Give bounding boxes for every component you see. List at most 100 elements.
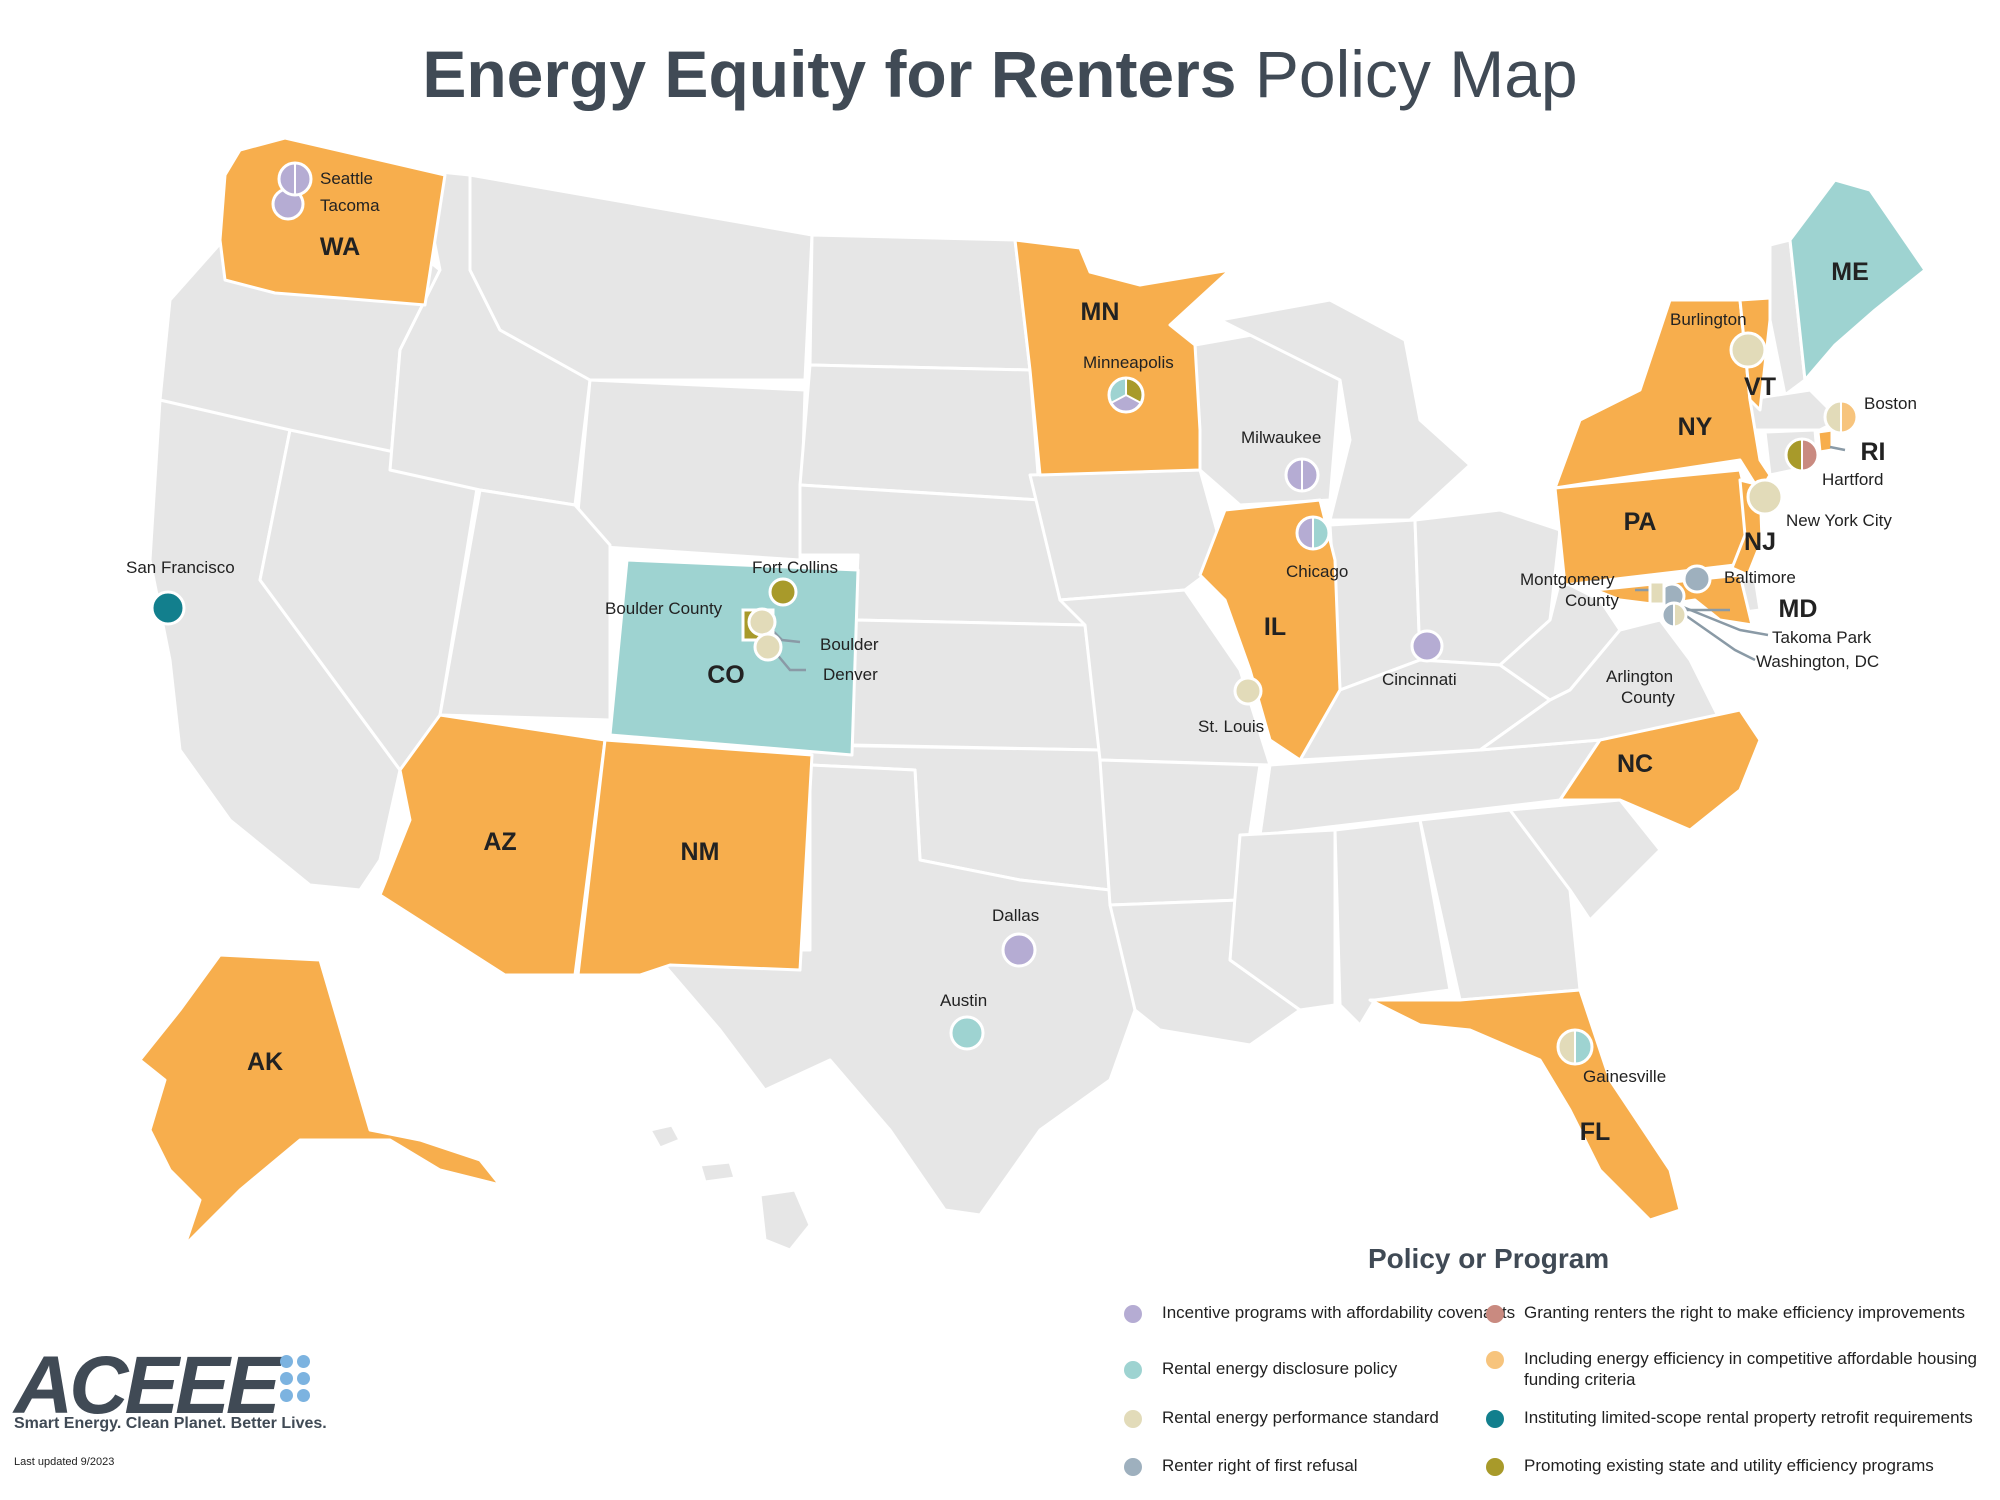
label-boulder: Boulder — [820, 635, 879, 654]
leader-ri — [1829, 445, 1846, 452]
legend-item: Rental energy performance standard — [1124, 1407, 1522, 1428]
label-boston: Boston — [1864, 394, 1917, 413]
marker-fort-collins — [768, 577, 798, 607]
state-me — [1788, 178, 1927, 382]
label-arlington-2: County — [1621, 688, 1675, 707]
label-md: MD — [1779, 595, 1818, 623]
label-minneapolis: Minneapolis — [1083, 353, 1174, 372]
label-burlington: Burlington — [1670, 310, 1747, 329]
marker-burlington — [1729, 331, 1767, 369]
label-st-louis: St. Louis — [1198, 717, 1264, 736]
label-arlington-1: Arlington — [1606, 667, 1673, 686]
label-seattle: Seattle — [320, 169, 373, 188]
leader-denver — [774, 651, 806, 672]
label-ak: AK — [247, 1048, 283, 1076]
label-co: CO — [707, 661, 745, 689]
label-hartford: Hartford — [1822, 470, 1883, 489]
state-mi — [1218, 298, 1472, 522]
label-az: AZ — [483, 828, 516, 856]
legend-swatch — [1124, 1458, 1142, 1476]
marker-gainesville — [1556, 1028, 1594, 1066]
marker-washington-dc — [1660, 601, 1688, 629]
label-austin: Austin — [940, 991, 987, 1010]
legend-swatch — [1486, 1351, 1504, 1369]
marker-st-louis — [1233, 676, 1263, 706]
label-wa: WA — [320, 233, 360, 261]
marker-baltimore — [1682, 564, 1712, 594]
state-ks — [848, 618, 1102, 752]
hawaii-island — [648, 1123, 682, 1150]
label-me: ME — [1831, 258, 1869, 286]
map-title: Energy Equity for Renters Policy Map — [0, 36, 2000, 112]
label-ri: RI — [1861, 438, 1886, 466]
state-wa — [218, 136, 447, 307]
legend-label: Including energy efficiency in competiti… — [1524, 1349, 1977, 1389]
legend-item: Promoting existing state and utility eff… — [1486, 1455, 1994, 1476]
state-ga — [1418, 808, 1582, 1002]
logo-tagline: Smart Energy. Clean Planet. Better Lives… — [14, 1415, 327, 1432]
label-vt: VT — [1744, 373, 1776, 401]
legend-label: Rental energy disclosure policy — [1162, 1359, 1398, 1378]
label-san-francisco: San Francisco — [126, 558, 235, 577]
logo-word: ACEEE — [14, 1340, 281, 1431]
label-new-york-city: New York City — [1786, 511, 1892, 530]
legend-label: Instituting limited-scope rental propert… — [1524, 1408, 1973, 1427]
legend-item: Including energy efficiency in competiti… — [1486, 1348, 1994, 1390]
marker-dallas — [1001, 932, 1037, 968]
state-fl — [1368, 988, 1682, 1222]
label-nj: NJ — [1744, 528, 1776, 556]
label-chicago: Chicago — [1286, 562, 1348, 581]
legend-label: Renter right of first refusal — [1162, 1456, 1358, 1475]
label-cincinnati: Cincinnati — [1382, 670, 1457, 689]
label-tacoma: Tacoma — [320, 196, 380, 215]
marker-boulder — [747, 607, 777, 637]
legend-swatch — [1124, 1305, 1142, 1323]
legend-swatch — [1124, 1410, 1142, 1428]
title-light: Policy Map — [1254, 37, 1578, 111]
legend-item: Renter right of first refusal — [1124, 1455, 1522, 1476]
marker-chicago — [1295, 515, 1331, 551]
legend-swatch — [1486, 1305, 1504, 1323]
marker-boston — [1823, 399, 1859, 435]
marker-montgomery-county — [1648, 580, 1666, 606]
label-il: IL — [1264, 613, 1286, 641]
legend-item: Rental energy disclosure policy — [1124, 1358, 1522, 1379]
legend-item: Instituting limited-scope rental propert… — [1486, 1407, 1994, 1428]
label-nc: NC — [1617, 750, 1653, 778]
label-denver: Denver — [823, 665, 878, 684]
state-co — [608, 558, 860, 757]
state-nc — [1558, 708, 1762, 832]
state-ri — [1816, 428, 1834, 454]
legend-label: Incentive programs with affordability co… — [1162, 1303, 1516, 1322]
label-fl: FL — [1580, 1118, 1611, 1146]
label-boulder-county: Boulder County — [605, 599, 723, 618]
state-sd — [798, 363, 1042, 502]
label-takoma-park: Takoma Park — [1772, 628, 1872, 647]
state-ut — [438, 488, 612, 722]
label-washington-dc: Washington, DC — [1756, 652, 1879, 671]
marker-new-york-city — [1746, 478, 1784, 516]
leader-takoma — [1677, 603, 1769, 637]
marker-milwaukee — [1284, 457, 1320, 493]
label-baltimore: Baltimore — [1724, 568, 1796, 587]
marker-austin — [949, 1015, 985, 1051]
label-gainesville: Gainesville — [1583, 1067, 1666, 1086]
state-ms — [1228, 828, 1337, 1012]
label-montgomery-1: Montgomery — [1520, 570, 1615, 589]
label-montgomery-2: County — [1565, 591, 1619, 610]
label-ny: NY — [1678, 413, 1713, 441]
label-fort-collins: Fort Collins — [752, 558, 838, 577]
marker-minneapolis — [1107, 376, 1145, 414]
legend-item: Granting renters the right to make effic… — [1486, 1302, 1994, 1323]
legend-label: Granting renters the right to make effic… — [1524, 1303, 1965, 1322]
legend-label: Promoting existing state and utility eff… — [1524, 1456, 1934, 1475]
marker-seattle — [277, 161, 313, 197]
legend-title: Policy or Program — [1368, 1243, 1610, 1274]
state-nm — [576, 738, 814, 977]
hawaii-island — [758, 1188, 812, 1252]
label-pa: PA — [1624, 508, 1657, 536]
state-ak — [138, 953, 502, 1247]
marker-hartford — [1784, 437, 1820, 473]
legend-label: Rental energy performance standard — [1162, 1408, 1439, 1427]
